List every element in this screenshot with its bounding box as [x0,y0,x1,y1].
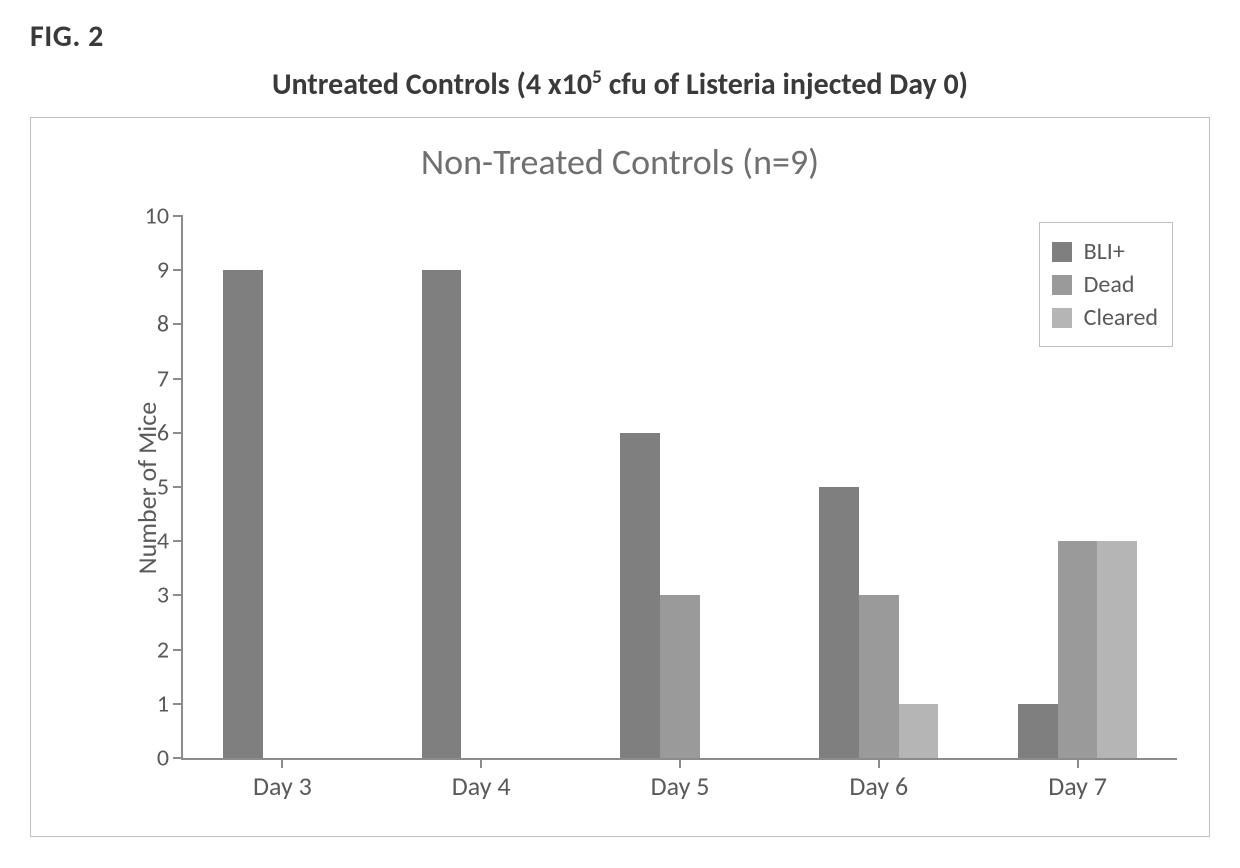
x-tick [1077,758,1079,768]
y-tick-label: 4 [157,527,169,556]
y-tick-label: 7 [157,364,169,393]
legend-item: BLI+ [1052,237,1158,266]
y-tick [173,323,183,325]
page: FIG. 2 Untreated Controls (4 x105 cfu of… [0,0,1240,868]
chart-title: Non-Treated Controls (n=9) [45,140,1195,184]
x-tick [679,758,681,768]
bar [819,487,859,758]
y-tick [173,432,183,434]
x-tick-label: Day 3 [253,770,312,802]
bar [422,270,462,758]
bar [660,595,700,758]
legend-swatch [1052,308,1072,328]
y-tick [173,649,183,651]
y-tick-label: 0 [157,744,169,773]
y-tick [173,703,183,705]
bar [899,704,939,758]
y-tick [173,757,183,759]
y-tick [173,540,183,542]
y-tick-label: 3 [157,581,169,610]
y-tick [173,269,183,271]
figure-label: FIG. 2 [30,18,1210,55]
y-tick-label: 8 [157,310,169,339]
x-tick [878,758,880,768]
legend-label: Dead [1084,270,1135,299]
figure-subtitle: Untreated Controls (4 x105 cfu of Lister… [30,65,1210,103]
bar [1058,541,1098,758]
plot-wrap: Number of Mice 012345678910Day 3Day 4Day… [137,216,1177,760]
x-tick [480,758,482,768]
y-tick-label: 6 [157,418,169,447]
y-tick [173,378,183,380]
plot-region: 012345678910Day 3Day 4Day 5Day 6Day 7 [181,216,1177,760]
legend-item: Dead [1052,270,1158,299]
legend-label: BLI+ [1084,237,1125,266]
legend-swatch [1052,275,1072,295]
x-tick-label: Day 4 [452,770,511,802]
bar [859,595,899,758]
legend: BLI+ Dead Cleared [1039,222,1173,347]
chart-area: Non-Treated Controls (n=9) Number of Mic… [45,140,1195,830]
x-tick-label: Day 6 [849,770,908,802]
y-tick-label: 5 [157,473,169,502]
y-tick [173,215,183,217]
bar [1018,704,1058,758]
bar [1097,541,1137,758]
x-tick [281,758,283,768]
y-tick-label: 2 [157,635,169,664]
y-tick [173,594,183,596]
y-tick-label: 10 [145,202,169,231]
x-tick-label: Day 7 [1048,770,1107,802]
y-tick-label: 1 [157,689,169,718]
y-tick [173,486,183,488]
legend-label: Cleared [1084,303,1158,332]
y-tick-label: 9 [157,256,169,285]
bar [223,270,263,758]
x-tick-label: Day 5 [651,770,710,802]
chart-container: Non-Treated Controls (n=9) Number of Mic… [30,117,1210,837]
bar [620,433,660,758]
legend-swatch [1052,242,1072,262]
legend-item: Cleared [1052,303,1158,332]
